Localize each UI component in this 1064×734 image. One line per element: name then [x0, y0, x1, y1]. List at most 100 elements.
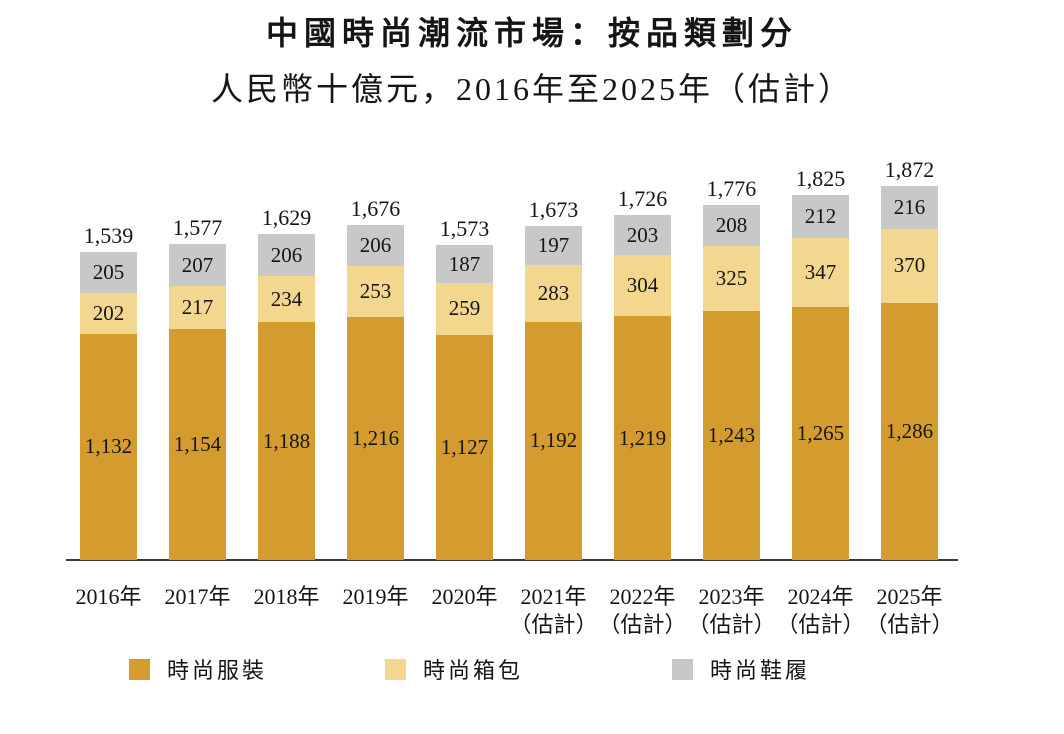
bar-segment: 304: [614, 255, 671, 317]
bar-segment: 1,188: [258, 322, 315, 560]
chart-legend: 時尚服裝 時尚箱包 時尚鞋履: [0, 653, 1064, 683]
bar-segment: 206: [258, 234, 315, 276]
bar-column: 1,629 206 234 1,188: [242, 0, 331, 560]
x-axis-label-estimate: （估計）: [865, 612, 954, 637]
bar-column: 1,676 206 253 1,216: [331, 0, 420, 560]
segment-value-label: 283: [537, 280, 570, 305]
bar-total-label: 1,825: [795, 166, 846, 192]
segment-value-label: 208: [715, 213, 748, 238]
segment-value-label: 1,188: [262, 428, 311, 453]
bar-total-label: 1,673: [528, 196, 579, 222]
legend-label: 時尚箱包: [423, 658, 524, 683]
bar-segment: 347: [792, 237, 849, 307]
segment-value-label: 234: [270, 286, 303, 311]
legend-item: 時尚服裝: [129, 653, 267, 685]
bar-total-label: 1,573: [439, 216, 490, 242]
x-axis-label: 2023年 （估計）: [687, 583, 776, 639]
legend-label: 時尚服裝: [167, 658, 268, 683]
x-axis-label-estimate: （估計）: [509, 612, 598, 637]
x-axis-label-year: 2016年: [75, 584, 142, 609]
x-axis-label-estimate: （估計）: [598, 612, 687, 637]
bar-segment: 1,219: [614, 316, 671, 560]
segment-value-label: 205: [92, 260, 125, 285]
chart-subtitle: 人民幣十億元，2016年至2025年（估計）: [210, 71, 853, 107]
legend-label: 時尚鞋履: [710, 658, 811, 683]
x-axis-label: 2016年: [64, 583, 153, 611]
bar-segment: 206: [347, 225, 404, 267]
legend-item: 時尚箱包: [385, 653, 523, 685]
bar-segment: 217: [169, 285, 226, 330]
bar-segment: 216: [881, 185, 938, 229]
bar-column: 1,825 212 347 1,265: [776, 0, 865, 560]
segment-value-label: 207: [181, 252, 214, 277]
bar-segment: 1,154: [169, 329, 226, 560]
x-axis-label-year: 2021年: [520, 584, 587, 609]
segment-value-label: 1,192: [529, 428, 578, 453]
x-axis-label-year: 2019年: [342, 584, 409, 609]
segment-value-label: 206: [359, 233, 392, 258]
x-axis-label-estimate: （估計）: [776, 612, 865, 637]
bar-segment: 187: [436, 245, 493, 283]
x-axis-label: 2017年: [153, 583, 242, 611]
bar-column: 1,872 216 370 1,286: [865, 0, 954, 560]
x-axis-label: 2021年 （估計）: [509, 583, 598, 639]
bar-segment: 202: [80, 293, 137, 334]
bar-segment: 207: [169, 244, 226, 286]
legend-swatch: [672, 658, 693, 680]
x-axis-label-year: 2017年: [164, 584, 231, 609]
x-axis-label: 2018年: [242, 583, 331, 611]
stacked-bar: 212 347 1,265: [792, 195, 849, 560]
bar-total-label: 1,629: [261, 205, 312, 231]
bar-segment: 325: [703, 246, 760, 312]
bar-total-label: 1,577: [172, 215, 223, 241]
stacked-bar: 207 217 1,154: [169, 244, 226, 560]
x-axis-label-year: 2018年: [253, 584, 320, 609]
bar-column: 1,573 187 259 1,127: [420, 0, 509, 560]
bar-segment: 203: [614, 214, 671, 256]
x-axis-label: 2019年: [331, 583, 420, 611]
bar-segment: 234: [258, 275, 315, 323]
x-axis-label-year: 2023年: [698, 584, 765, 609]
x-axis-label: 2022年 （估計）: [598, 583, 687, 639]
chart-title: 中國時尚潮流市場：按品類劃分: [265, 15, 798, 51]
segment-value-label: 197: [537, 232, 570, 257]
bar-segment: 283: [525, 265, 582, 322]
bar-segment: 208: [703, 204, 760, 247]
bar-segment: 1,127: [436, 334, 493, 560]
bar-column: 1,539 205 202 1,132: [64, 0, 153, 560]
bar-segment: 259: [436, 282, 493, 335]
stacked-bar: 197 283 1,192: [525, 225, 582, 560]
segment-value-label: 1,243: [707, 423, 756, 448]
bar-total-label: 1,776: [706, 175, 757, 201]
segment-value-label: 1,127: [440, 434, 489, 459]
segment-value-label: 203: [626, 222, 659, 247]
segment-value-label: 1,154: [173, 432, 222, 457]
stacked-bar: 206 234 1,188: [258, 234, 315, 560]
bar-segment: 1,132: [80, 333, 137, 560]
stacked-bar: 203 304 1,219: [614, 214, 671, 560]
bar-segment: 1,286: [881, 302, 938, 560]
bar-total-label: 1,872: [884, 156, 935, 182]
segment-value-label: 1,286: [885, 418, 934, 443]
x-axis-label: 2020年: [420, 583, 509, 611]
legend-swatch: [385, 658, 406, 680]
stacked-bar: 216 370 1,286: [881, 185, 938, 560]
x-axis-label-year: 2022年: [609, 584, 676, 609]
segment-value-label: 202: [92, 300, 125, 325]
x-axis-label-year: 2024年: [787, 584, 854, 609]
bar-segment: 1,192: [525, 321, 582, 560]
bar-column: 1,577 207 217 1,154: [153, 0, 242, 560]
bar-segment: 1,216: [347, 316, 404, 560]
bar-segment: 1,243: [703, 311, 760, 560]
bar-segment: 253: [347, 266, 404, 317]
segment-value-label: 1,219: [618, 425, 667, 450]
x-axis-line: [66, 559, 958, 561]
bar-total-label: 1,539: [83, 223, 134, 249]
segment-value-label: 325: [715, 266, 748, 291]
segment-value-label: 206: [270, 242, 303, 267]
segment-value-label: 1,216: [351, 425, 400, 450]
x-axis-label-estimate: （估計）: [687, 612, 776, 637]
bar-segment: 205: [80, 252, 137, 294]
bar-column: 1,776 208 325 1,243: [687, 0, 776, 560]
